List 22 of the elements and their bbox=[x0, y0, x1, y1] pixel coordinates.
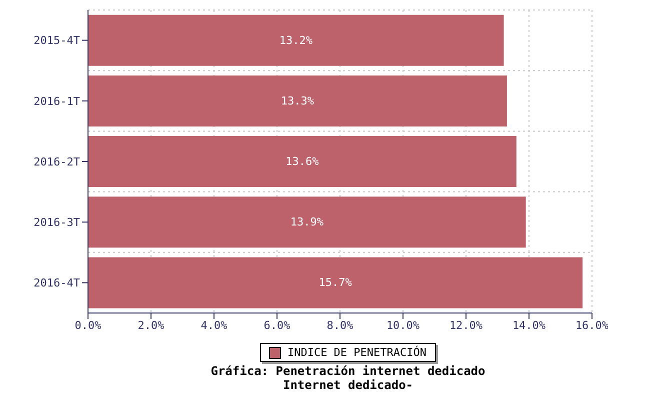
data-label: 13.3% bbox=[280, 94, 314, 108]
x-tick-label: 2.0% bbox=[138, 318, 165, 332]
data-label: 13.6% bbox=[286, 155, 320, 168]
x-tick-label: 16.0% bbox=[575, 318, 609, 332]
y-tick-label: 2016-1T bbox=[34, 94, 80, 108]
x-tick-label: 4.0% bbox=[200, 318, 228, 332]
y-tick-label: 2016-4T bbox=[34, 276, 80, 290]
text: INDICE DE PENETRACIÓN bbox=[287, 346, 427, 359]
y-tick-label: 2016-2T bbox=[34, 155, 80, 168]
data-label: 13.2% bbox=[279, 34, 313, 47]
y-tick-label: 2016-3T bbox=[34, 216, 80, 230]
text: Internet dedicado- bbox=[282, 378, 414, 392]
x-tick-label: 8.0% bbox=[326, 318, 354, 332]
x-tick-label: 10.0% bbox=[386, 318, 420, 332]
y-tick-label: 2015-4T bbox=[34, 34, 80, 48]
data-label: 15.7% bbox=[318, 276, 352, 290]
data-label: 13.9% bbox=[290, 216, 324, 229]
x-tick-label: 0.0% bbox=[74, 318, 102, 332]
x-tick-label: 6.0% bbox=[264, 318, 291, 332]
x-tick-label: 12.0% bbox=[449, 318, 483, 332]
x-tick-label: 14.0% bbox=[512, 318, 546, 332]
text: Gráfica: Penetración internet dedicado bbox=[210, 364, 486, 378]
